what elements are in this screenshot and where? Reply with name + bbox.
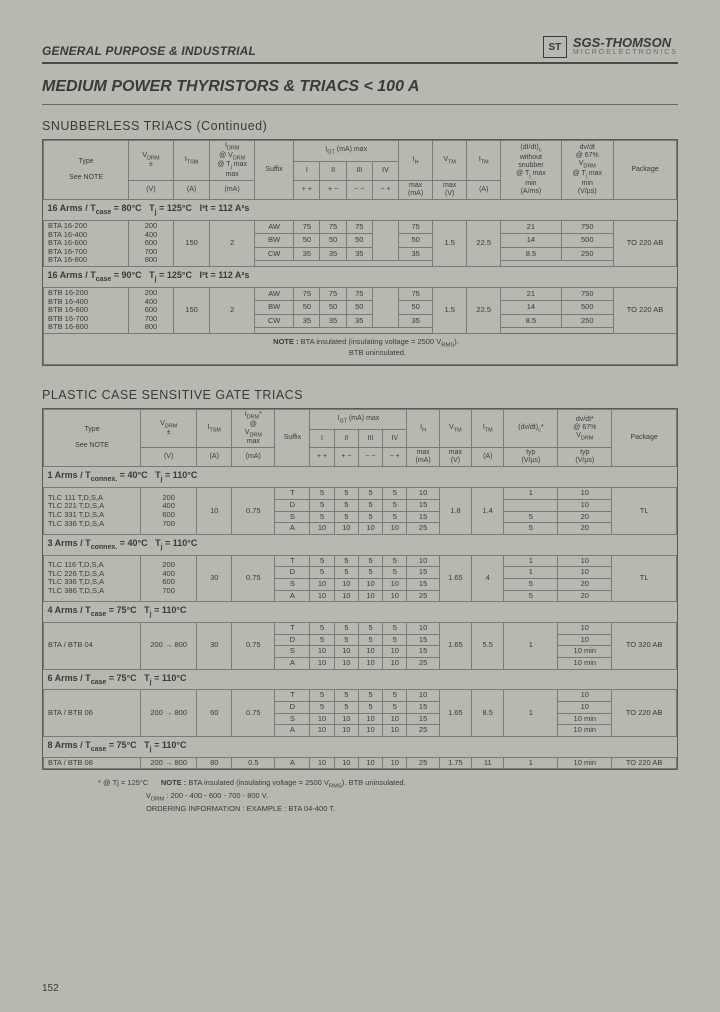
col-package: Package: [613, 141, 676, 200]
table-row: BTA / BTB 06 200 → 800 60 0.75 T 5555 10…: [44, 690, 677, 702]
group-line: 1 Arms / Tconnex. = 40°C Tj = 110°C: [44, 467, 677, 488]
page-title: MEDIUM POWER THYRISTORS & TRIACS < 100 A: [42, 74, 678, 105]
col-type-sub: See NOTE: [69, 174, 103, 181]
group-line: 16 Arms / Tcase = 80°C Tj = 125°C I²t = …: [44, 200, 677, 221]
table-row: BTA / BTB 08 200 → 800 80 0.5 A 10101010…: [44, 757, 677, 769]
group-line: 4 Arms / Tcase = 75°C Tj = 110°C: [44, 602, 677, 623]
table-row: BTA 16-200 BTA 16-400 BTA 16-600 BTA 16-…: [44, 220, 677, 233]
col-type: Type: [78, 158, 93, 165]
col-suffix: Suffix: [254, 141, 293, 200]
table-header-row: Type See NOTE VDRM± ITSM IDRM*@VDRMmax S…: [44, 409, 677, 430]
cond-note: * @ Tj = 125°C: [98, 778, 148, 787]
page-category: GENERAL PURPOSE & INDUSTRIAL: [42, 44, 256, 58]
footnote3: ORDERING INFORMATION : EXAMPLE : BTA 04-…: [146, 804, 335, 813]
group-line: 3 Arms / Tconnex. = 40°C Tj = 110°C: [44, 534, 677, 555]
section1-heading: SNUBBERLESS TRIACS (Continued): [42, 119, 678, 133]
col-igt: IGT (mA) max: [294, 141, 399, 162]
company-subtitle: MICROELECTRONICS: [573, 49, 678, 57]
section1-table: Type See NOTE VDRM± ITSM IDRM@ VDRM@ Tj …: [42, 139, 678, 366]
table-note-row: NOTE : BTA insulated (insulating voltage…: [44, 334, 677, 365]
section2-table: Type See NOTE VDRM± ITSM IDRM*@VDRMmax S…: [42, 408, 678, 770]
table-row: BTB 16-200 BTB 16-400 BTB 16-600 BTB 16-…: [44, 287, 677, 300]
table-row: BTA / BTB 04 200 → 800 30 0.75 T 5555 10…: [44, 623, 677, 635]
company-name: SGS-THOMSON: [573, 36, 678, 49]
footnote-area: * @ Tj = 125°C NOTE : BTA insulated (ins…: [42, 776, 678, 816]
page-number: 152: [42, 983, 59, 994]
company-logo: ST SGS-THOMSON MICROELECTRONICS: [543, 36, 678, 58]
table-row: TLC 111 T,D,S,A TLC 221 T,D,S,A TLC 331 …: [44, 488, 677, 500]
top-bar: GENERAL PURPOSE & INDUSTRIAL ST SGS-THOM…: [42, 36, 678, 64]
datasheet-page: GENERAL PURPOSE & INDUSTRIAL ST SGS-THOM…: [0, 0, 720, 1012]
group-line: 8 Arms / Tcase = 75°C Tj = 110°C: [44, 736, 677, 757]
logo-text: SGS-THOMSON MICROELECTRONICS: [573, 36, 678, 57]
table-header-row: Type See NOTE VDRM± ITSM IDRM@ VDRM@ Tj …: [44, 141, 677, 162]
group-line: 6 Arms / Tcase = 75°C Tj = 110°C: [44, 669, 677, 690]
table-row: TLC 116 T,D,S,A TLC 226 T,D,S,A TLC 336 …: [44, 555, 677, 567]
group-line: 16 Arms / Tcase = 90°C Tj = 125°C I²t = …: [44, 267, 677, 288]
section2-heading: PLASTIC CASE SENSITIVE GATE TRIACS: [42, 388, 678, 402]
logo-mark-icon: ST: [543, 36, 567, 58]
